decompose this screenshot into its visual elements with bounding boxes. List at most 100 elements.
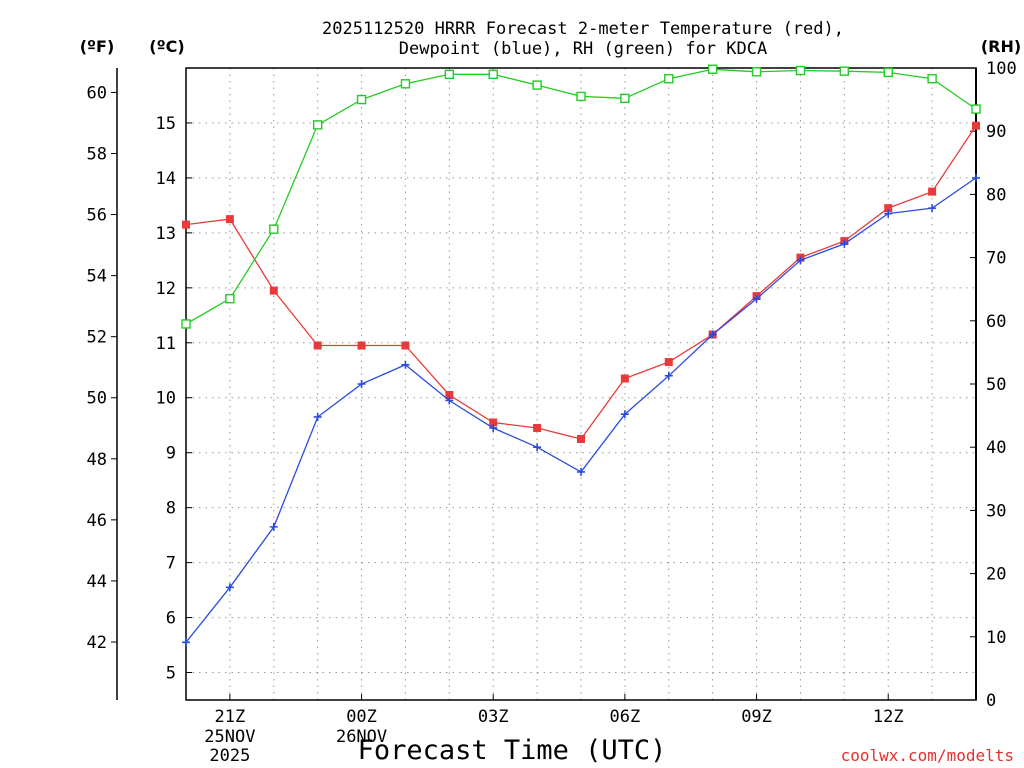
temperature-point	[445, 390, 454, 399]
x-tick-label: 00Z	[346, 707, 377, 727]
temperature-point	[489, 418, 498, 427]
x-tick-label: 06Z	[610, 707, 641, 727]
celsius-tick-label: 8	[166, 499, 176, 519]
x-tick-label: 09Z	[741, 707, 772, 727]
dewpoint-point	[972, 173, 980, 182]
celsius-tick-label: 7	[166, 554, 176, 574]
dewpoint-point	[401, 360, 410, 369]
temperature-point	[577, 434, 585, 443]
fahrenheit-tick-label: 50	[87, 389, 107, 409]
series	[181, 64, 981, 647]
rh-point	[927, 74, 937, 84]
rh-point	[356, 94, 367, 105]
temperature-point	[664, 358, 673, 367]
celsius-tick-label: 14	[156, 169, 176, 189]
temperature-point	[401, 341, 410, 350]
rh-point	[795, 65, 806, 76]
temperature-point	[928, 187, 937, 196]
rh-point	[707, 64, 718, 74]
rh-point	[269, 224, 279, 234]
fahrenheit-tick-label: 56	[87, 206, 107, 226]
rh-tick-label: 90	[986, 122, 1006, 142]
fahrenheit-tick-label: 48	[87, 450, 107, 470]
dewpoint-point	[489, 423, 498, 432]
dewpoint-point	[840, 239, 849, 248]
fahrenheit-tick-label: 42	[87, 633, 107, 653]
dewpoint-point	[225, 583, 234, 592]
fahrenheit-tick-label: 54	[87, 267, 107, 287]
celsius-tick-label: 15	[156, 114, 176, 134]
rh-point	[312, 120, 323, 130]
temperature-point	[533, 423, 542, 432]
rh-point	[444, 69, 455, 80]
rh-tick-label: 70	[986, 249, 1006, 269]
rh-point	[883, 67, 893, 78]
temperature-point	[182, 220, 190, 229]
dewpoint-point	[620, 410, 629, 419]
x-tick-date-label: 25NOV	[204, 727, 255, 747]
rh-tick-label: 40	[986, 438, 1006, 458]
x-tick-label: 21Z	[215, 707, 246, 727]
dewpoint-point	[313, 412, 322, 421]
celsius-tick-label: 12	[156, 279, 176, 299]
credit-text: coolwx.com/modelts	[841, 746, 1014, 765]
x-axis-title: Forecast Time (UTC)	[358, 735, 667, 766]
dewpoint-line	[185, 177, 977, 643]
celsius-tick-label: 6	[166, 609, 176, 629]
rh-point	[488, 69, 498, 80]
dewpoint-point	[577, 467, 585, 476]
dewpoint-point	[928, 204, 937, 213]
celsius-tick-label: 9	[166, 444, 176, 464]
fahrenheit-tick-label: 60	[87, 83, 107, 103]
rh-point	[664, 74, 674, 84]
rh-tick-label: 80	[986, 185, 1006, 205]
chart-title-line1: 2025112520 HRRR Forecast 2-meter Tempera…	[322, 19, 844, 39]
dewpoint-point	[445, 396, 454, 405]
celsius-unit-label: (ºC)	[149, 37, 184, 56]
rh-point	[532, 80, 542, 90]
dewpoint-point	[752, 294, 761, 303]
temperature-point	[620, 374, 629, 383]
rh-tick-label: 50	[986, 375, 1006, 395]
dewpoint-point	[182, 638, 190, 647]
temperature-point	[313, 341, 322, 350]
rh-tick-label: 10	[986, 628, 1006, 648]
fahrenheit-tick-label: 44	[87, 572, 107, 592]
x-tick-label: 12Z	[873, 707, 904, 727]
rh-tick-label: 20	[986, 565, 1006, 585]
rh-point	[181, 319, 191, 329]
rh-point	[971, 104, 981, 114]
rh-tick-label: 60	[986, 312, 1006, 332]
rh-tick-label: 100	[986, 59, 1017, 79]
axes: 5678910111213141542444648505254565860010…	[87, 59, 1017, 766]
rh-point	[620, 93, 630, 104]
x-tick-year-label: 2025	[209, 746, 250, 766]
celsius-tick-label: 5	[166, 664, 176, 684]
temperature-point	[972, 121, 980, 130]
temperature-point	[225, 215, 234, 224]
celsius-tick-label: 13	[156, 224, 176, 244]
dewpoint-point	[664, 371, 673, 380]
celsius-tick-label: 10	[156, 389, 176, 409]
fahrenheit-tick-label: 58	[87, 144, 107, 164]
rh-point	[400, 79, 411, 89]
rh-tick-label: 0	[986, 691, 996, 711]
celsius-tick-label: 11	[156, 334, 176, 354]
fahrenheit-tick-label: 52	[87, 328, 107, 348]
temperature-point	[884, 204, 893, 213]
plot-frame	[185, 67, 977, 701]
dewpoint-point	[357, 380, 366, 388]
dewpoint-point	[884, 209, 893, 218]
temperature-point	[357, 341, 366, 350]
rh-point	[839, 66, 850, 76]
rh-point	[751, 67, 762, 77]
rh-point	[576, 91, 586, 102]
grid	[186, 68, 976, 700]
dewpoint-point	[796, 256, 805, 265]
dewpoint-point	[269, 522, 278, 531]
rh-tick-label: 30	[986, 501, 1006, 521]
fahrenheit-unit-label: (ºF)	[80, 37, 115, 56]
rh-point	[225, 293, 235, 304]
temperature-point	[269, 286, 278, 295]
